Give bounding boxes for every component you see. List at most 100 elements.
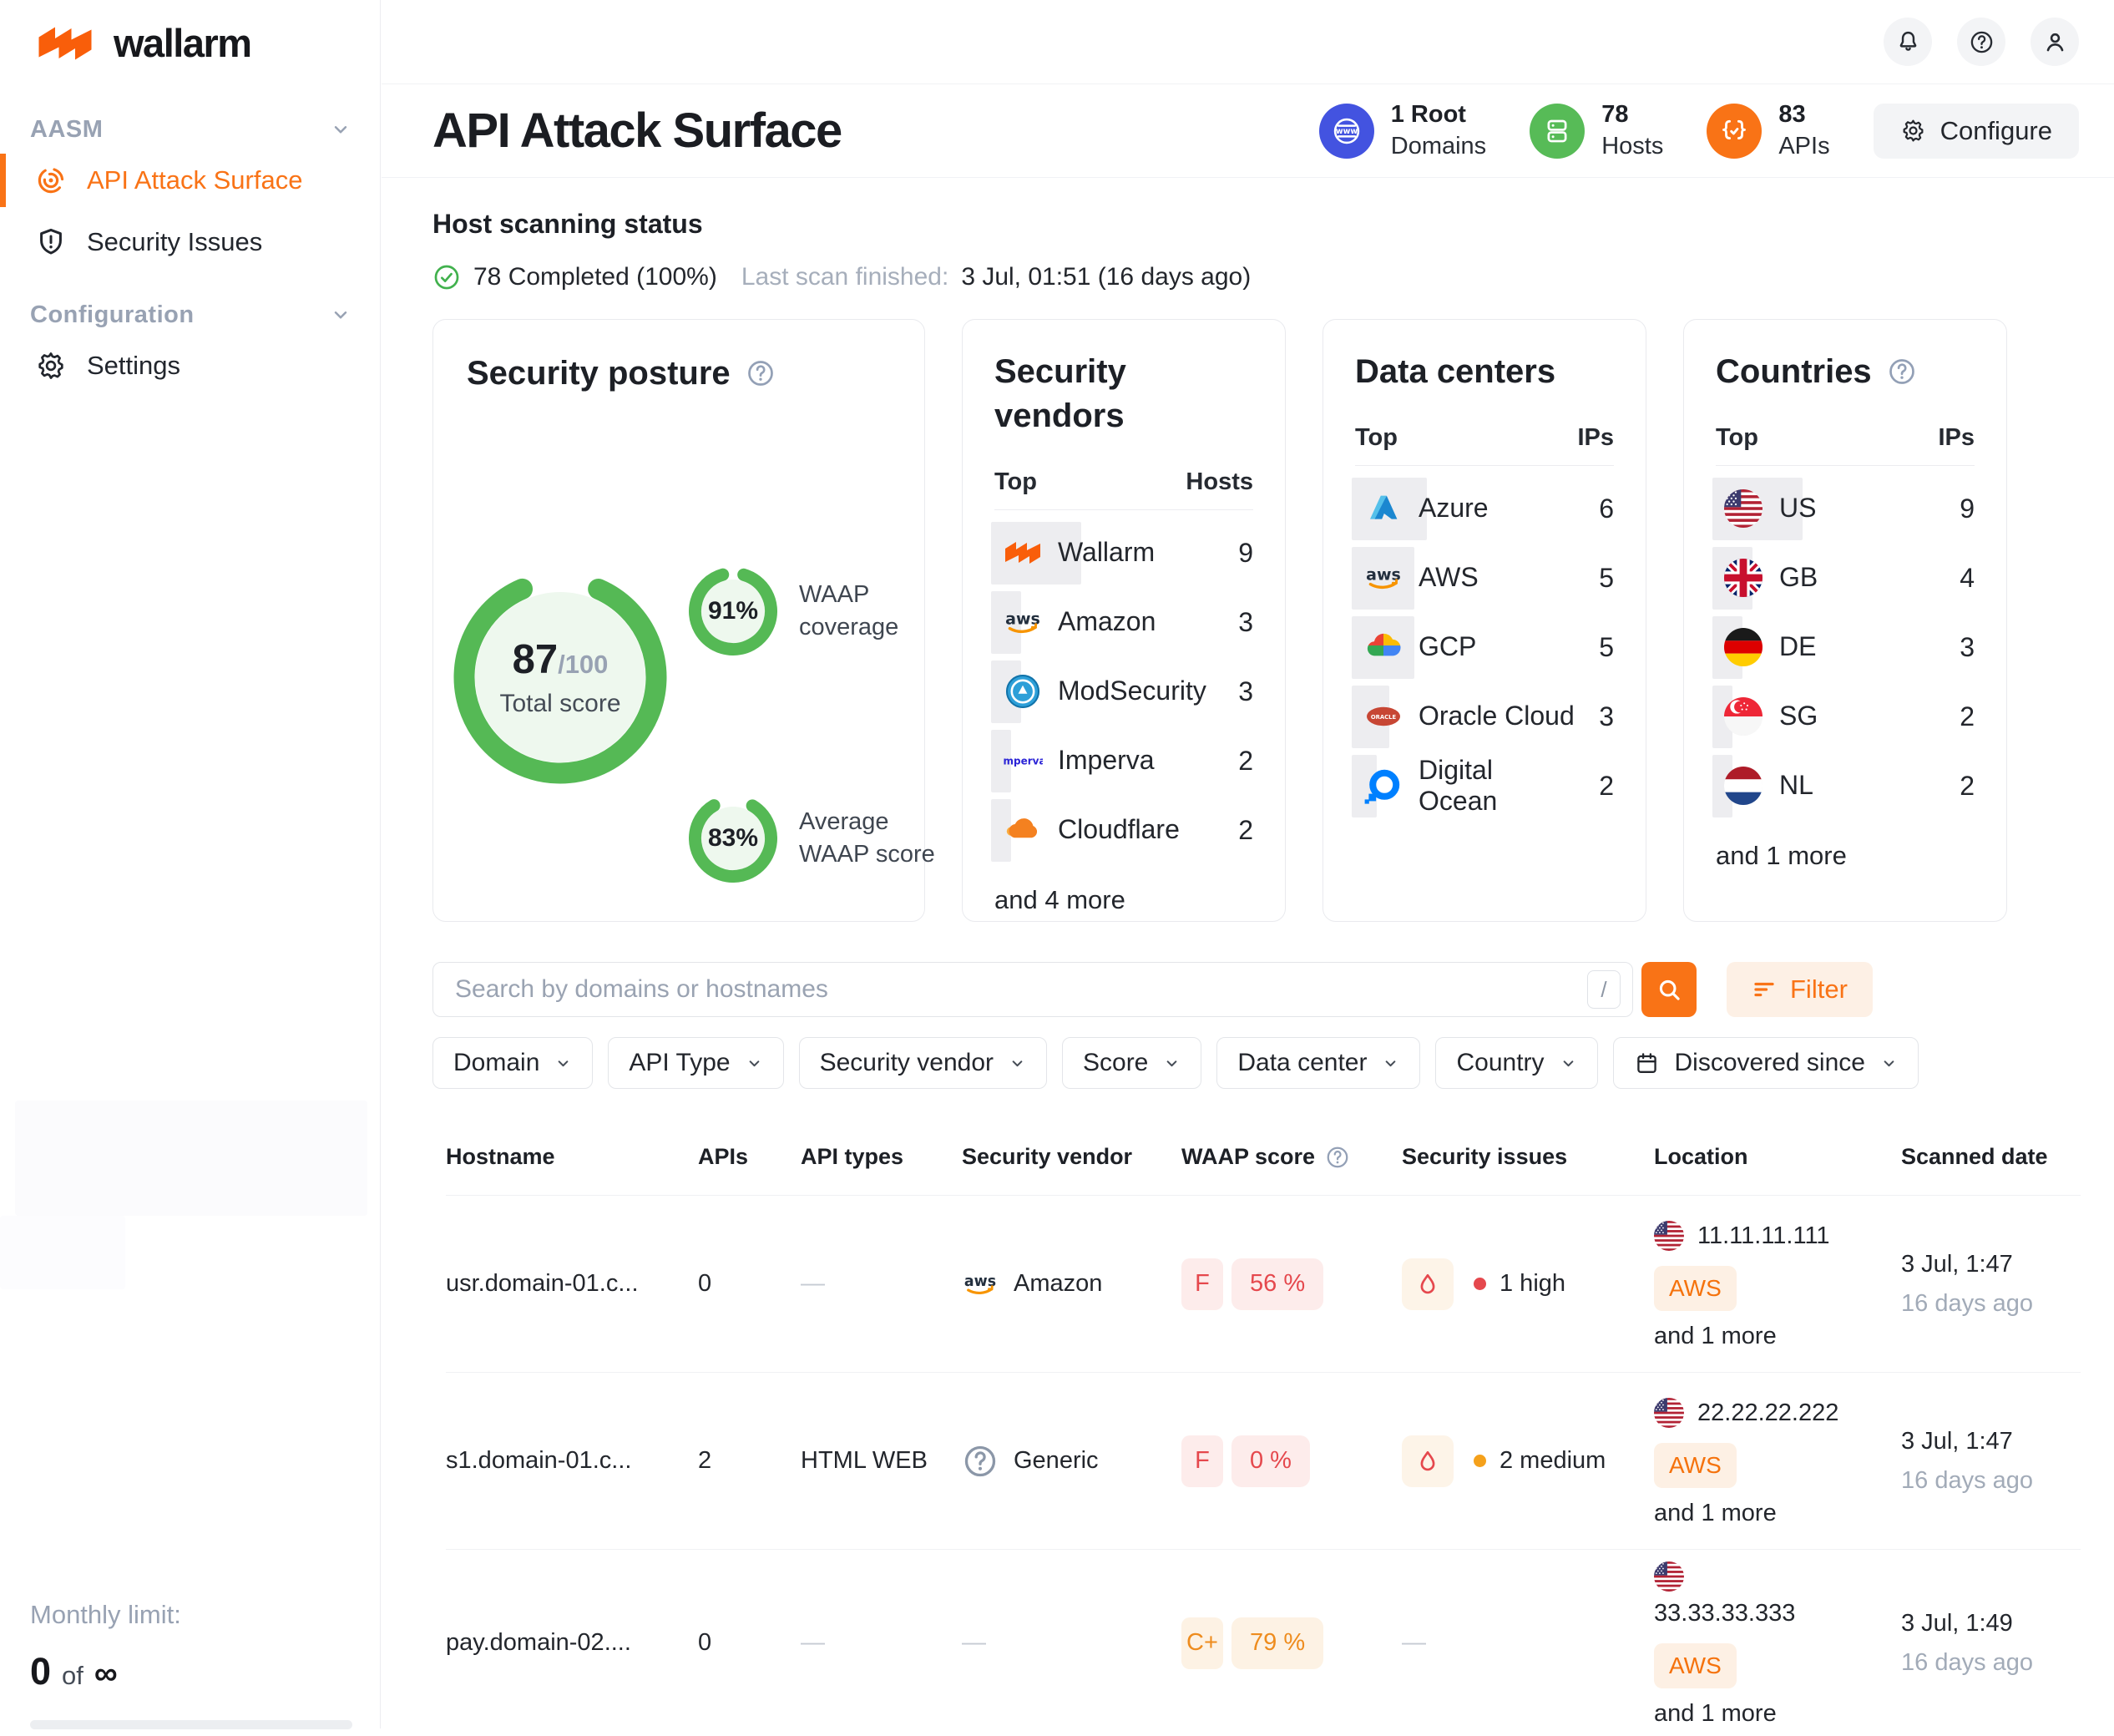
filter-chip-data-center[interactable]: Data center (1216, 1037, 1421, 1089)
imperva-icon: imperva (1003, 741, 1043, 781)
filter-chip-api-type[interactable]: API Type (608, 1037, 784, 1089)
show-more-link[interactable]: and 1 more (1716, 840, 1847, 870)
filter-chip-country[interactable]: Country (1435, 1037, 1598, 1089)
issues-text: 2 medium (1500, 1447, 1606, 1474)
filter-chip-discovered-since[interactable]: Discovered since (1612, 1037, 1919, 1089)
item-name: Digital Ocean (1419, 754, 1498, 817)
chevron-down-icon (330, 119, 351, 140)
location-more[interactable]: and 1 more (1654, 1700, 1777, 1727)
gcp-icon (1363, 627, 1403, 667)
help-button[interactable] (1957, 18, 2005, 66)
configure-button[interactable]: Configure (1873, 103, 2079, 159)
list-item[interactable]: GCP 5 (1352, 613, 1614, 682)
item-count: 4 (1960, 562, 1975, 593)
slash-shortcut-key: / (1587, 970, 1621, 1009)
list-item[interactable]: Cloudflare 2 (991, 796, 1253, 865)
list-item[interactable]: aws AWS 5 (1352, 544, 1614, 613)
location-more[interactable]: and 1 more (1654, 1500, 1777, 1526)
aws-icon: aws (1003, 602, 1043, 642)
flag-us-icon (1654, 1398, 1684, 1428)
location-cell: 22.22.22.222 AWS and 1 more (1654, 1394, 1901, 1527)
item-count: 6 (1599, 493, 1614, 524)
list-item[interactable]: DE 3 (1712, 613, 1975, 682)
item-count: 3 (1960, 631, 1975, 662)
table-row[interactable]: s1.domain-01.c... 2 HTML WEB Generic F 0 % 2 m… (446, 1372, 2081, 1549)
summary-cards: Security posture 87 /100 Total score (432, 319, 2007, 922)
page-title: API Attack Surface (432, 104, 842, 158)
value-bar (1352, 546, 1414, 610)
help-icon[interactable] (1887, 357, 1917, 387)
item-name: SG (1779, 701, 1818, 731)
item-count: 5 (1599, 631, 1614, 662)
list-item[interactable]: imperva Imperva 2 (991, 726, 1253, 796)
droplet-icon (1414, 1447, 1442, 1475)
brand-logo[interactable]: wallarm (30, 20, 380, 66)
list-item[interactable]: NL 2 (1712, 752, 1975, 821)
apis-cell: 2 (698, 1447, 712, 1474)
list-item[interactable]: Azure 6 (1352, 474, 1614, 544)
location-more[interactable]: and 1 more (1654, 1323, 1777, 1349)
security-issues-cell: 1 high (1402, 1258, 1654, 1310)
globe-www-icon: www (1318, 103, 1374, 159)
list-item[interactable]: SG 2 (1712, 682, 1975, 752)
chevron-down-icon (1163, 1055, 1181, 1072)
security-vendors-card: Security vendors Top Hosts Wallarm 9 aws Am… (962, 319, 1286, 922)
api-types-cell: — (801, 1629, 962, 1657)
help-icon[interactable] (1325, 1145, 1350, 1170)
notifications-button[interactable] (1884, 18, 1932, 66)
filter-chip-domain[interactable]: Domain (432, 1037, 594, 1089)
sidebar-section-configuration[interactable]: Configuration (30, 295, 351, 335)
item-count: 3 (1238, 676, 1253, 706)
item-name: GB (1779, 562, 1818, 593)
security-posture-card: Security posture 87 /100 Total score (432, 319, 935, 922)
search-button[interactable] (1641, 962, 1697, 1017)
api-types-cell: HTML WEB (801, 1447, 928, 1474)
empty-value: — (962, 1629, 986, 1656)
item-count: 3 (1238, 606, 1253, 637)
hostname-cell: usr.domain-01.c... (446, 1270, 639, 1297)
table-header: Hostname APIs API types Security vendor … (446, 1144, 2048, 1170)
last-scan-value: 3 Jul, 01:51 (16 days ago) (961, 263, 1252, 291)
sidebar-section-aasm[interactable]: AASM (30, 109, 351, 149)
chevron-down-icon (554, 1055, 572, 1072)
item-count: 2 (1599, 770, 1614, 801)
filter-chip-score[interactable]: Score (1062, 1037, 1202, 1089)
sidebar-item-api-attack-surface[interactable]: API Attack Surface (0, 149, 380, 211)
help-icon[interactable] (746, 358, 776, 388)
apis-cell: 0 (698, 1270, 712, 1297)
waap-score-badge: 56 % (1231, 1258, 1324, 1310)
svg-text:www: www (1336, 127, 1358, 136)
sidebar-item-security-issues[interactable]: Security Issues (0, 211, 380, 273)
list-item[interactable]: Wallarm 9 (991, 519, 1253, 588)
monthly-limit: Monthly limit: 0 of ∞ (30, 1600, 352, 1729)
list-item[interactable]: aws Amazon 3 (991, 588, 1253, 657)
skeleton-block (15, 1101, 367, 1216)
search-icon (1656, 977, 1682, 1003)
filter-chip-security-vendor[interactable]: Security vendor (798, 1037, 1047, 1089)
account-button[interactable] (2031, 18, 2079, 66)
table-row[interactable]: pay.domain-02.... 0— — C+ 79 % —33.33.33.333 A… (446, 1549, 2081, 1736)
hostname-cell: s1.domain-01.c... (446, 1447, 632, 1474)
filter-chips: Domain API Type Security vendor Score Data c… (432, 1037, 1919, 1089)
list-item[interactable]: ORACLE Oracle Cloud 3 (1352, 682, 1614, 752)
chevron-down-icon (1382, 1055, 1399, 1072)
filter-button[interactable]: Filter (1727, 962, 1873, 1017)
list-item[interactable]: US 9 (1712, 474, 1975, 544)
flag-sg-icon (1724, 697, 1763, 736)
list-item[interactable]: GB 4 (1712, 544, 1975, 613)
card-title: Countries (1716, 353, 1872, 390)
datacenter-badge: AWS (1654, 1643, 1737, 1688)
show-more-link[interactable]: and 4 more (994, 884, 1125, 914)
stat-apis: 83 APIs (1707, 99, 1830, 162)
list-item[interactable]: ModSecurity 3 (991, 657, 1253, 726)
sidebar-item-settings[interactable]: Settings (0, 335, 380, 397)
list-item[interactable]: Digital Ocean 2 (1352, 752, 1614, 821)
value-bar (991, 729, 1011, 792)
security-issues-cell: — (1402, 1629, 1654, 1657)
wallarm-icon (1003, 533, 1043, 573)
item-name: Wallarm (1058, 537, 1156, 568)
user-icon (2042, 29, 2068, 55)
table-row[interactable]: usr.domain-01.c... 0 — aws Amazon F 56 % 1 high… (446, 1195, 2081, 1372)
search-input[interactable] (455, 975, 1574, 1004)
stat-root-domains: www 1 Root Domains (1318, 99, 1486, 162)
